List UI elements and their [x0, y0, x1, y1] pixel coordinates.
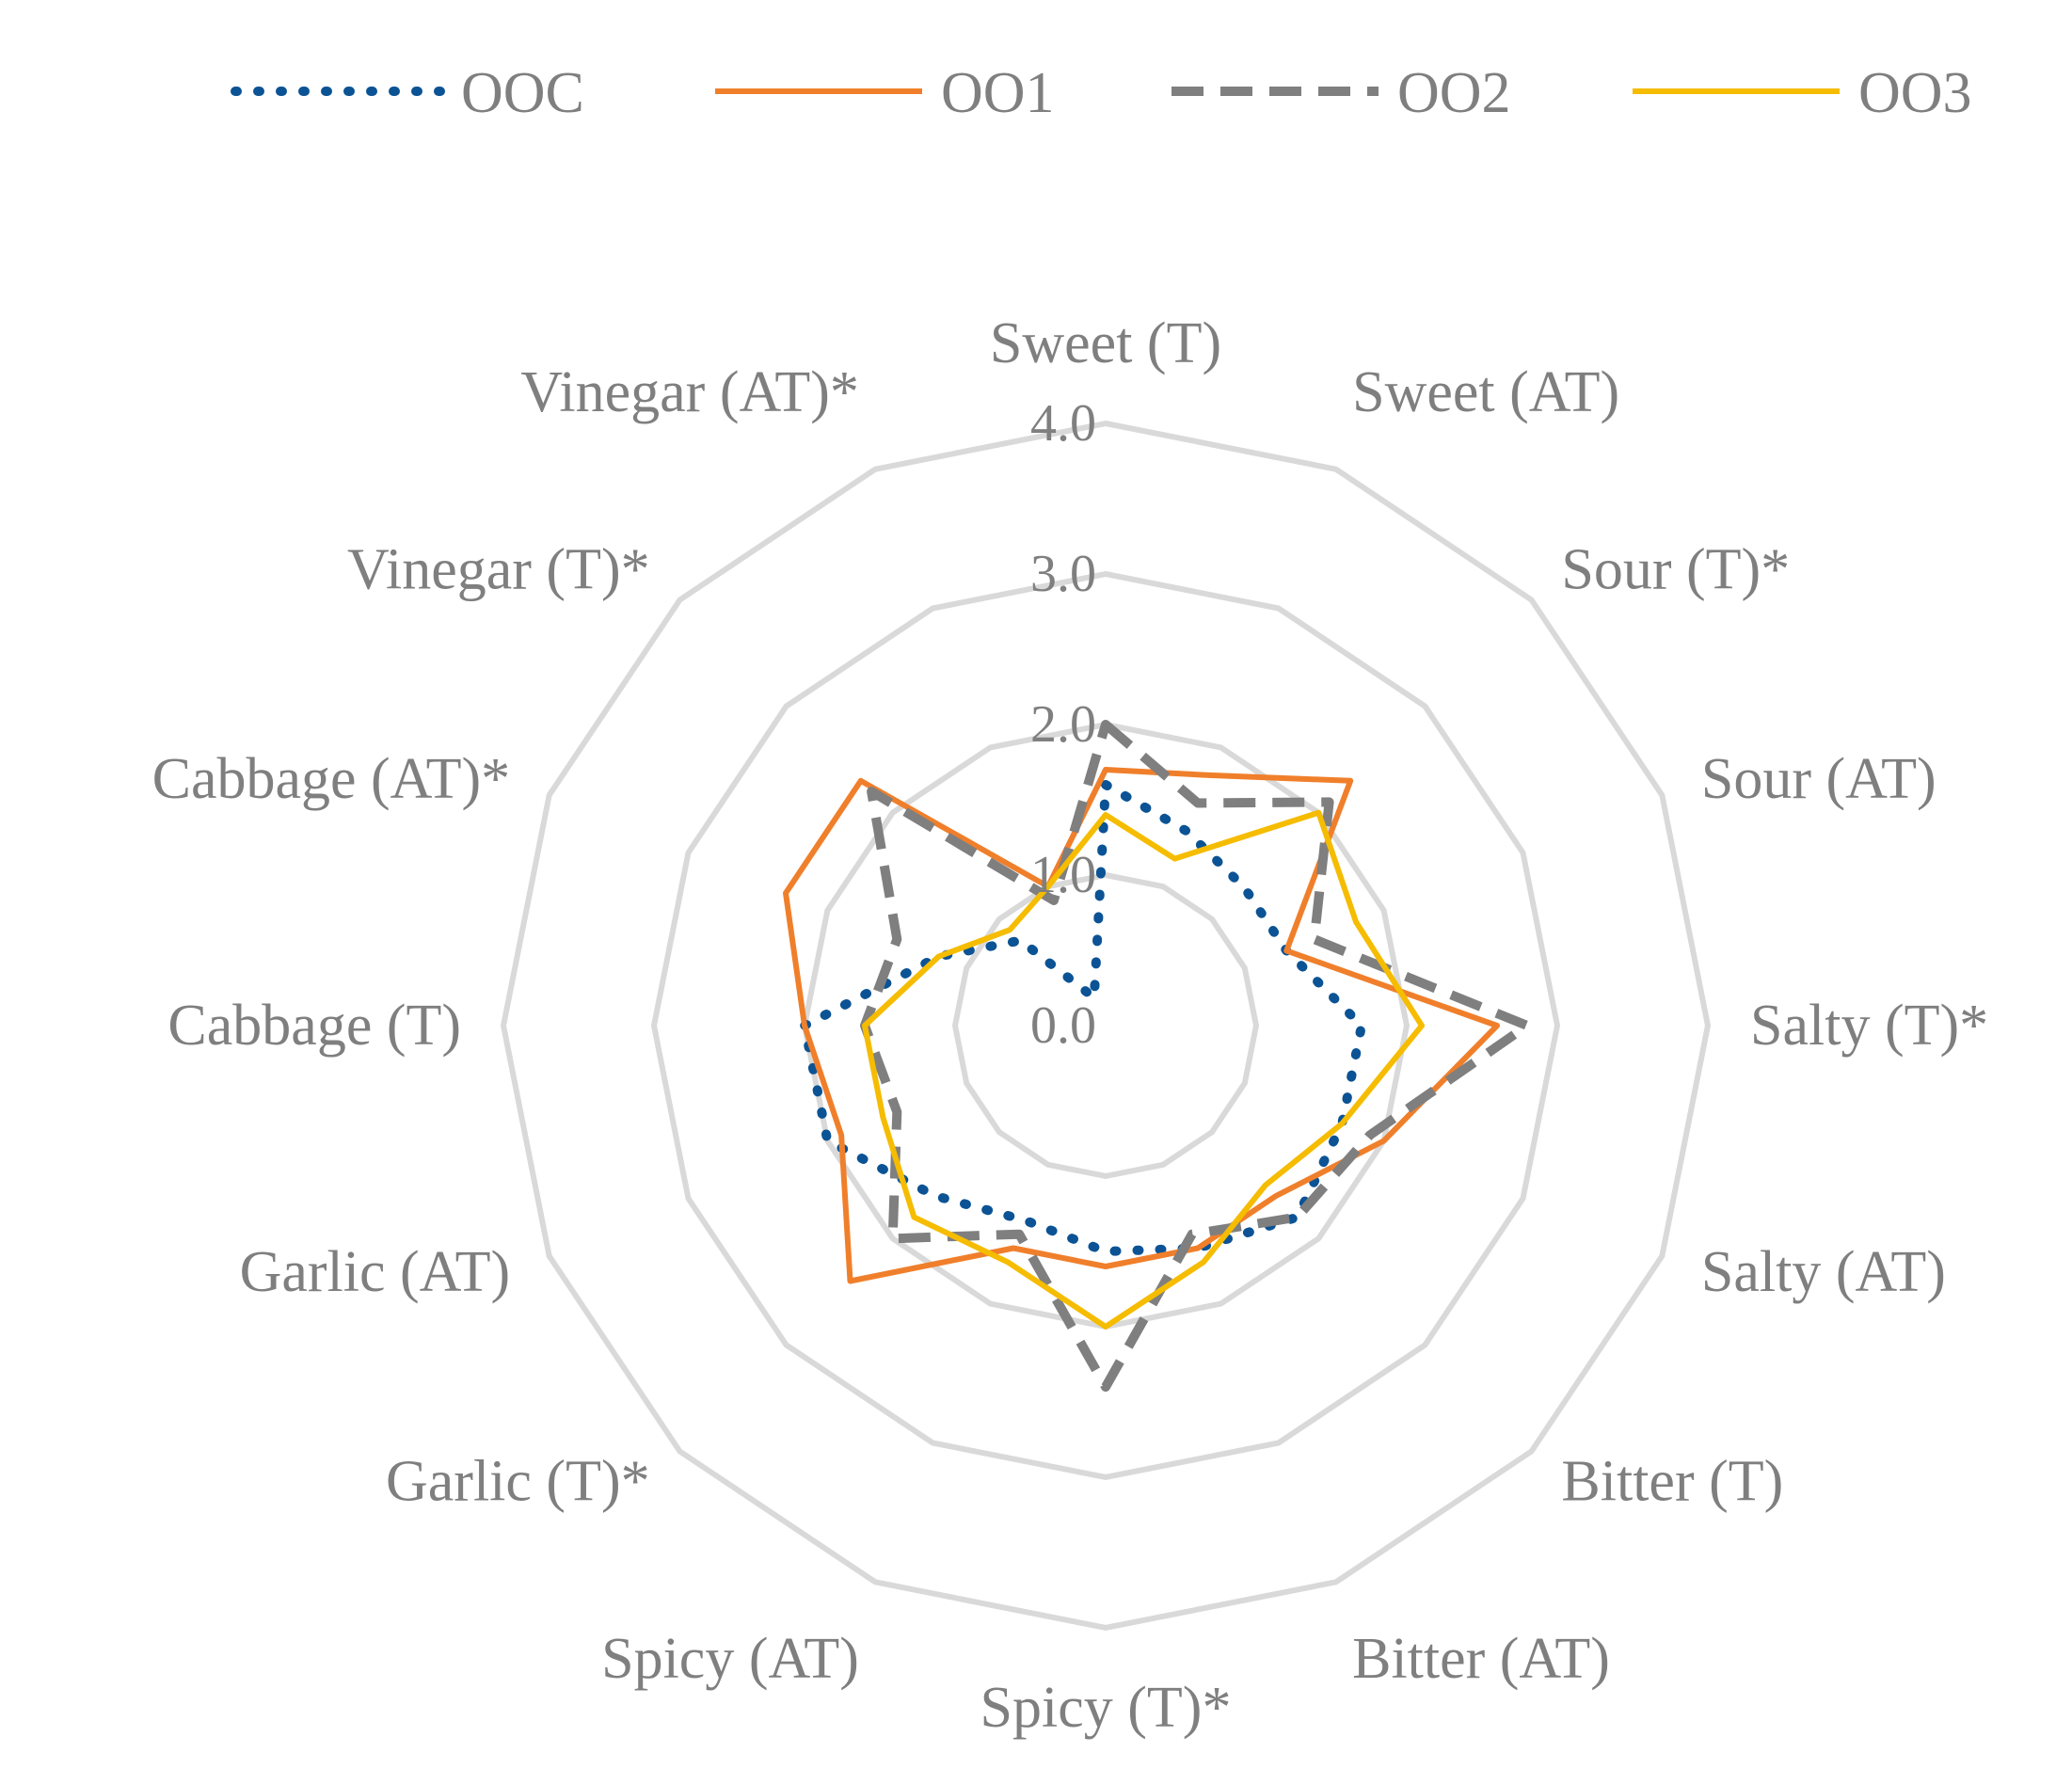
legend-label-oo1: OO1 — [941, 61, 1055, 125]
category-label: Vinegar (AT)* — [520, 360, 859, 424]
category-label: Garlic (AT) — [240, 1240, 510, 1304]
grid-ring-1 — [951, 871, 1260, 1180]
axis-labels: Sweet (T) Sweet (AT) Sour (T)* Sour (AT) Sal… — [152, 311, 1989, 1740]
series-line-oo3 — [862, 809, 1425, 1330]
series-line-oo1 — [783, 767, 1500, 1284]
legend: OOC OO1 OO2 OO3 — [231, 61, 1972, 125]
category-label: Cabbage (T) — [167, 994, 461, 1058]
series-line-ooc — [800, 780, 1366, 1256]
category-label: Spicy (T)* — [980, 1676, 1232, 1740]
tick-label: 0.0 — [1030, 996, 1096, 1055]
category-label: Sweet (AT) — [1352, 360, 1619, 424]
tick-label: 2.0 — [1030, 695, 1096, 754]
category-label: Sour (AT) — [1701, 747, 1937, 811]
category-label: Cabbage (AT)* — [152, 747, 510, 811]
category-label: Sour (T)* — [1561, 538, 1790, 602]
category-label: Salty (AT) — [1701, 1240, 1946, 1304]
legend-label-oo2: OO2 — [1397, 61, 1511, 125]
grid-layer — [500, 420, 1712, 1632]
category-label: Sweet (T) — [990, 311, 1221, 375]
tick-labels: 0.0 1.0 2.0 3.0 4.0 — [1030, 394, 1096, 1055]
category-label: Bitter (AT) — [1352, 1627, 1610, 1691]
grid-ring-4 — [500, 420, 1712, 1632]
series-layer — [783, 720, 1532, 1392]
category-label: Bitter (T) — [1561, 1449, 1783, 1513]
category-label: Vinegar (T)* — [347, 538, 650, 602]
category-label: Salty (T)* — [1750, 994, 1988, 1058]
tick-label: 3.0 — [1030, 545, 1096, 603]
tick-label: 1.0 — [1030, 846, 1096, 904]
series-line-oo2 — [860, 720, 1532, 1392]
category-label: Garlic (T)* — [386, 1449, 650, 1513]
legend-label-oo3: OO3 — [1858, 61, 1972, 125]
tick-label: 4.0 — [1030, 394, 1096, 453]
grid-ring-3 — [650, 570, 1561, 1481]
category-label: Spicy (AT) — [601, 1627, 859, 1691]
legend-label-ooc: OOC — [461, 61, 584, 125]
